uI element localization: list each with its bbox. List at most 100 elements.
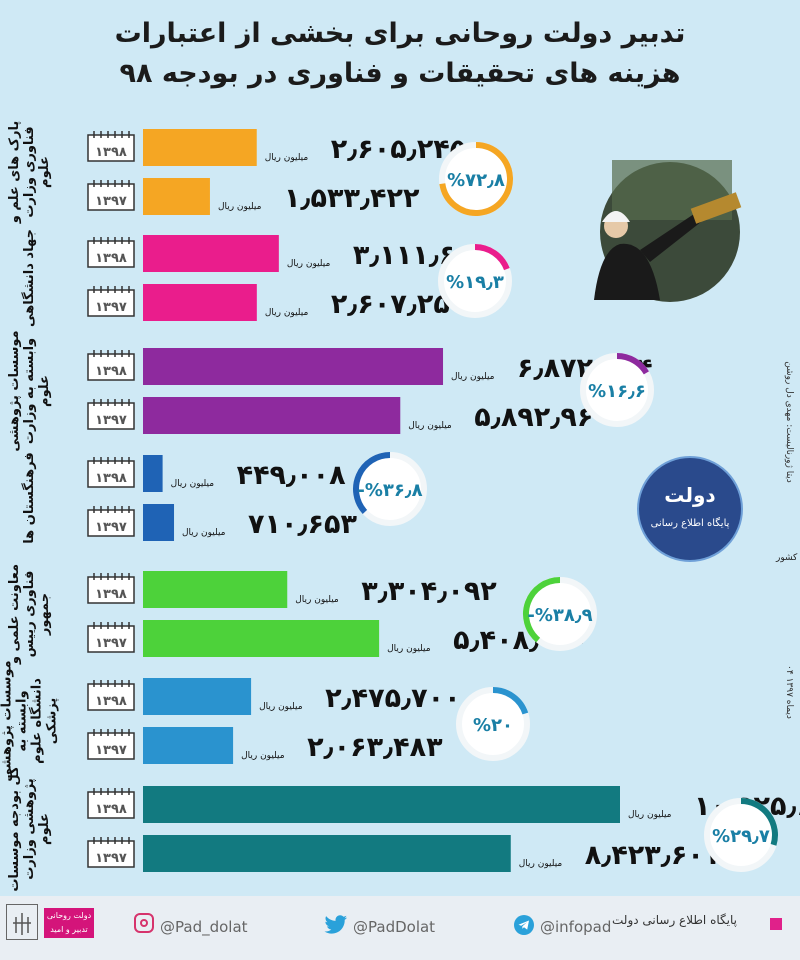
change-ring-arc <box>492 687 529 715</box>
calendar-body <box>87 509 135 537</box>
bar <box>143 455 163 492</box>
change-label: %۱۹٫۳ <box>446 272 504 293</box>
value-label: ۲٫۴۷۵٫۷۰۰ <box>325 683 461 714</box>
logo-title: دولت <box>664 483 715 507</box>
logo-subtitle: پایگاه اطلاع رسانی <box>651 517 730 529</box>
change-label: %۷۲٫۸ <box>447 170 505 191</box>
unit-label: میلیون ریال <box>241 751 285 761</box>
calendar-icon <box>87 788 135 819</box>
dolat-logo <box>637 456 743 562</box>
logo-ring <box>637 456 743 562</box>
group-label: فرهنگستان ها <box>21 452 37 543</box>
calendar-body <box>87 134 135 162</box>
year-label: ۱۳۹۸ <box>95 251 127 266</box>
year-label: ۱۳۹۸ <box>95 587 127 602</box>
change-ring-arc <box>353 452 391 514</box>
credit-note: دیتا ژورنالیست: مهدی دل روشن <box>784 361 794 482</box>
unit-label: میلیون ریال <box>408 421 452 431</box>
value-label: ۸٫۴۲۳٫۶۰۱ <box>585 840 721 871</box>
group-label-line: دانشگاه علوم <box>29 678 45 764</box>
bar <box>143 786 620 823</box>
photo-turban <box>602 211 630 222</box>
calendar-body <box>87 183 135 211</box>
change-ring-arc <box>523 577 561 643</box>
value-label: ۷۱۰٫۶۵۳ <box>248 509 357 540</box>
calendar-body <box>87 732 135 760</box>
change-ring-arc <box>439 142 513 216</box>
calendar-icon <box>87 350 135 381</box>
change-ring-arc <box>474 244 510 271</box>
group-label-line: وابسته به <box>15 690 30 751</box>
calendar-icon <box>87 131 135 162</box>
bar <box>143 178 210 215</box>
year-label: ۱۳۹۷ <box>95 194 127 209</box>
footer-bar: پایگاه اطلاع رسانی دولت @infopad @PadDol… <box>0 896 800 960</box>
calendar-body <box>87 289 135 317</box>
unit-label: میلیون ریال <box>265 308 309 318</box>
photo-robe <box>594 243 660 300</box>
bar <box>143 397 401 434</box>
photo-arm <box>640 210 706 262</box>
value-label: ۱٫۵۳۳٫۴۲۲ <box>284 183 420 214</box>
calendar-icon <box>87 506 135 537</box>
group-label-line: موسسات پژوهشی <box>7 330 22 451</box>
calendar-icon <box>87 180 135 211</box>
unit-label: میلیون ریال <box>287 259 331 269</box>
calendar-body <box>87 402 135 430</box>
year-label: ۱۳۹۷ <box>95 636 127 651</box>
group-label-line: پژوهشی وزارت <box>22 778 37 880</box>
calendar-icon <box>87 729 135 760</box>
change-label: -%۳۸٫۹ <box>527 605 592 626</box>
instagram-handle[interactable]: @Pad_dolat <box>160 918 248 936</box>
title-line-2: هزینه های تحقیقات و فناوری در بودجه ۹۸ <box>119 58 681 89</box>
value-label: ۲٫۰۶۳٫۴۸۳ <box>307 732 443 763</box>
year-label: ۱۳۹۷ <box>95 743 127 758</box>
bar <box>143 504 175 541</box>
change-ring-arc <box>616 353 649 375</box>
group-label-line: وابسته به وزارت <box>22 338 37 444</box>
year-label: ۱۳۹۸ <box>95 694 127 709</box>
unit-label: میلیون ریال <box>628 810 672 820</box>
telegram-icon <box>514 915 534 935</box>
bar <box>143 727 234 764</box>
seal-logo <box>6 904 38 940</box>
group-label: جهاد دانشگاهی <box>21 229 37 327</box>
speaker-photo <box>594 160 742 302</box>
bar <box>143 129 257 166</box>
seal-icon <box>13 913 31 935</box>
group-label-line: علوم <box>37 813 52 845</box>
group-label-line: پارک های علم و <box>7 121 22 224</box>
telegram-handle[interactable]: @infopad <box>540 918 612 936</box>
twitter-handle[interactable]: @PadDolat <box>353 918 436 936</box>
calendar-icon <box>87 680 135 711</box>
year-label: ۱۳۹۸ <box>95 364 127 379</box>
bar <box>143 835 511 872</box>
title-line-1: تدبیر دولت روحانی برای بخشی از اعتبارات <box>114 18 686 49</box>
photo-document <box>690 192 742 224</box>
year-label: ۱۳۹۷ <box>95 851 127 866</box>
bar <box>143 571 288 608</box>
group-label-line: فناوری رییس <box>22 571 37 658</box>
bar <box>143 620 380 657</box>
calendar-body <box>87 353 135 381</box>
value-label: ۴۴۹٫۰۰۸ <box>237 460 346 491</box>
group-label-line: معاونت علمی و <box>7 564 22 665</box>
group-label-line: فرهنگستان ها <box>21 452 37 543</box>
year-label: ۱۳۹۸ <box>95 145 127 160</box>
group-label-line: جهاد دانشگاهی <box>21 229 37 327</box>
unit-label: میلیون ریال <box>182 528 226 538</box>
bar <box>143 678 252 715</box>
brand-square-icon <box>770 918 782 930</box>
group-label: موسسات پژوهشی وابسته به دانشگاه علوم پزشکی <box>0 660 60 781</box>
year-label: ۱۳۹۷ <box>95 520 127 535</box>
logo-circle <box>638 457 742 561</box>
unit-label: میلیون ریال <box>259 702 303 712</box>
page-title: تدبیر دولت روحانی برای بخشی از اعتبارات … <box>0 14 800 94</box>
calendar-icon <box>87 457 135 488</box>
value-label: ۲٫۶۰۵٫۲۴۵ <box>331 134 467 165</box>
bar <box>143 284 257 321</box>
calendar-body <box>87 683 135 711</box>
calendar-icon <box>87 237 135 268</box>
government-logo: دولت روحانی تدبیر و امید <box>44 908 94 938</box>
change-label: %۲۹٫۷ <box>712 826 770 847</box>
